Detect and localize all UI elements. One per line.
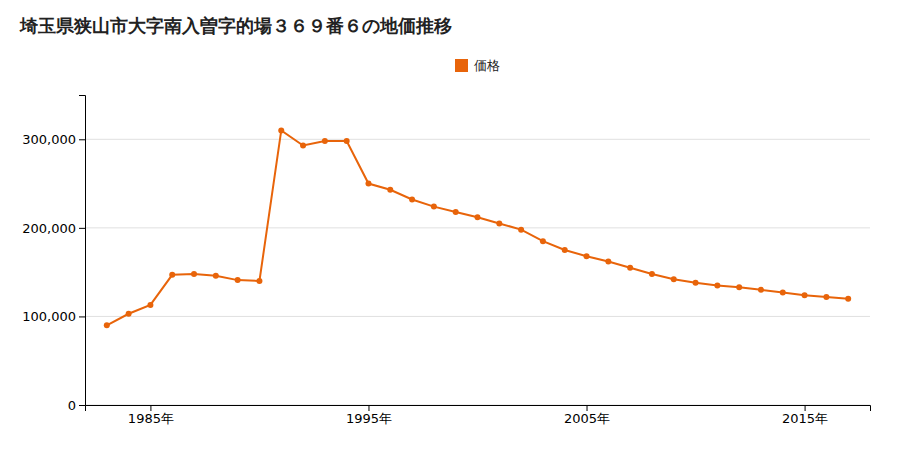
point [431,204,437,210]
x-tick-mark [805,405,806,411]
y-tick-label: 200,000 [22,221,76,236]
x-tick: 2005年 [564,405,610,426]
point [213,273,219,279]
x-tick-label: 2005年 [564,411,610,426]
x-tick-mark [150,405,151,411]
point [300,142,306,148]
point [780,290,786,296]
chart-svg: 1985年 1995年 2005年 2015年 0 100,000 200,000 300,0… [0,0,900,450]
y-tick-label: 300,000 [22,132,76,147]
y-tick: 200,000 [22,221,85,236]
title: 埼玉県狭山市大字南入曽字的場３６９番６の地価推移 [19,15,452,36]
legend: 価格 [455,58,500,73]
point [104,322,110,328]
x-tick: 1995年 [346,405,392,426]
point [235,277,241,283]
point [344,138,350,144]
y-tick: 100,000 [22,309,85,324]
y-tick-label: 0 [68,398,76,413]
point [649,271,655,277]
point [256,278,262,284]
y-tick: 0 [68,398,85,413]
x-axis-line [86,406,871,412]
x-tick-label: 2015年 [782,411,828,426]
y-axis-line [79,96,86,406]
y-tick-label: 100,000 [22,309,76,324]
point [191,271,197,277]
x-tick-mark [368,405,369,411]
x-tick-mark [587,405,588,411]
point [584,253,590,259]
plot-area: 1985年 1995年 2005年 2015年 0 100,000 200,000 300,0… [22,96,870,427]
line [107,130,848,325]
legend-item: 価格 [455,58,500,73]
legend-swatch [455,59,468,72]
x-tick: 2015年 [782,405,828,426]
legend-label: 価格 [474,58,500,73]
point [278,127,284,133]
y-tick: 300,000 [22,132,85,147]
point [126,311,132,317]
point [671,276,677,282]
y-tick-mark [79,228,85,229]
point [758,287,764,293]
point [562,247,568,253]
point [518,227,524,233]
x-tick-label: 1995年 [346,411,392,426]
point [409,197,415,203]
point [322,138,328,144]
point [540,238,546,244]
point [736,284,742,290]
chart-container: 1985年 1995年 2005年 2015年 0 100,000 200,000 300,0… [0,0,900,450]
y-tick-mark [79,405,85,406]
y-tick-mark [79,139,85,140]
grid-line [85,139,870,140]
point [605,259,611,265]
grid-line [85,316,870,317]
point [823,294,829,300]
point [627,265,633,271]
point [714,282,720,288]
grid [85,139,870,405]
point [475,214,481,220]
point [365,181,371,187]
data-marks [104,127,851,328]
point [453,209,459,215]
point [147,302,153,308]
point [387,187,393,193]
x-tick-label: 1985年 [128,411,174,426]
grid-line [85,227,870,228]
point [802,292,808,298]
x-tick: 1985年 [128,405,174,426]
point [496,220,502,226]
y-axis: 0 100,000 200,000 300,000 [22,96,85,413]
point [693,280,699,286]
x-axis: 1985年 1995年 2005年 2015年 [86,405,871,426]
point [845,296,851,302]
y-tick-mark [79,316,85,317]
point [169,272,175,278]
